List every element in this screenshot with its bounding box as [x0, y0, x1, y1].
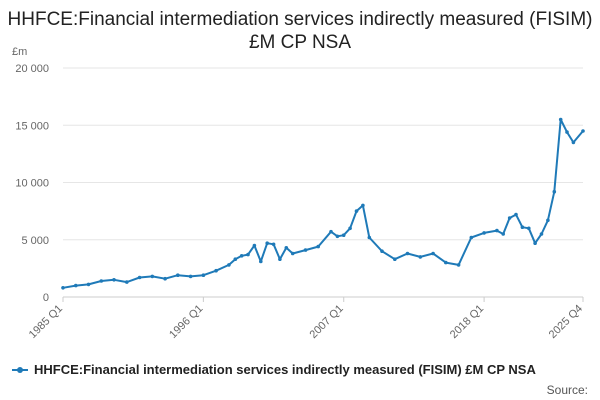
data-point	[380, 249, 384, 253]
data-point	[316, 244, 321, 249]
data-point	[227, 263, 231, 267]
data-point	[558, 117, 563, 122]
data-point	[259, 259, 263, 264]
data-point	[482, 231, 486, 235]
x-tick-label: 2025 Q4	[547, 303, 585, 341]
data-point	[565, 130, 569, 134]
data-point	[137, 275, 142, 280]
data-point	[271, 242, 276, 247]
data-point	[86, 282, 91, 287]
data-point	[265, 241, 270, 245]
x-tick-label: 1996 Q1	[167, 303, 205, 341]
data-point	[495, 228, 499, 233]
y-tick-label: 20 000	[15, 63, 49, 75]
data-point	[201, 273, 206, 278]
data-point	[278, 257, 282, 262]
y-axis-label: £m	[12, 46, 27, 58]
data-point	[527, 226, 531, 231]
data-point	[163, 276, 167, 281]
data-point	[252, 243, 257, 248]
y-tick-label: 0	[43, 292, 49, 304]
data-point	[214, 268, 218, 273]
data-point	[303, 248, 308, 252]
data-point	[329, 229, 333, 234]
y-tick-label: 15 000	[15, 120, 49, 132]
data-point	[405, 251, 410, 256]
data-point	[431, 251, 435, 256]
data-point	[539, 232, 544, 236]
series-line	[62, 118, 584, 289]
data-point	[501, 232, 506, 236]
data-point	[444, 260, 448, 265]
data-point	[507, 216, 512, 220]
data-point	[367, 235, 372, 240]
data-point	[246, 252, 250, 257]
legend[interactable]: HHFCE:Financial intermediation services …	[12, 362, 536, 377]
data-point	[581, 129, 585, 133]
data-point	[533, 241, 537, 245]
legend-label: HHFCE:Financial intermediation services …	[34, 362, 536, 377]
data-point	[188, 274, 193, 279]
y-tick-label: 5 000	[21, 235, 49, 247]
data-point	[418, 255, 423, 259]
data-point	[393, 257, 397, 262]
x-tick-label: 1985 Q1	[27, 303, 65, 341]
data-point	[233, 257, 238, 262]
data-point	[284, 246, 289, 250]
data-point	[112, 278, 116, 282]
data-point	[520, 225, 525, 229]
data-point	[546, 218, 550, 223]
chart-title: HHFCE:Financial intermediation services …	[7, 9, 593, 53]
data-point	[335, 234, 340, 239]
data-point	[341, 233, 346, 237]
x-tick-label: 2007 Q1	[308, 303, 346, 341]
source-label: Source:	[546, 383, 588, 397]
data-point	[571, 140, 576, 145]
data-point	[125, 280, 129, 284]
data-point	[456, 263, 461, 267]
data-point	[150, 274, 155, 279]
data-point	[290, 251, 295, 256]
data-point	[361, 203, 365, 208]
data-point	[74, 283, 78, 288]
data-point	[61, 286, 65, 290]
y-tick-label: 10 000	[15, 178, 49, 190]
data-point	[469, 235, 474, 240]
data-point	[354, 209, 359, 213]
data-point	[552, 189, 557, 194]
legend-swatch	[12, 364, 28, 376]
data-point	[99, 279, 104, 283]
data-point	[514, 212, 518, 217]
x-tick-label: 2018 Q1	[448, 303, 486, 341]
data-point	[348, 226, 352, 231]
data-point	[176, 273, 180, 278]
data-point	[239, 254, 244, 258]
